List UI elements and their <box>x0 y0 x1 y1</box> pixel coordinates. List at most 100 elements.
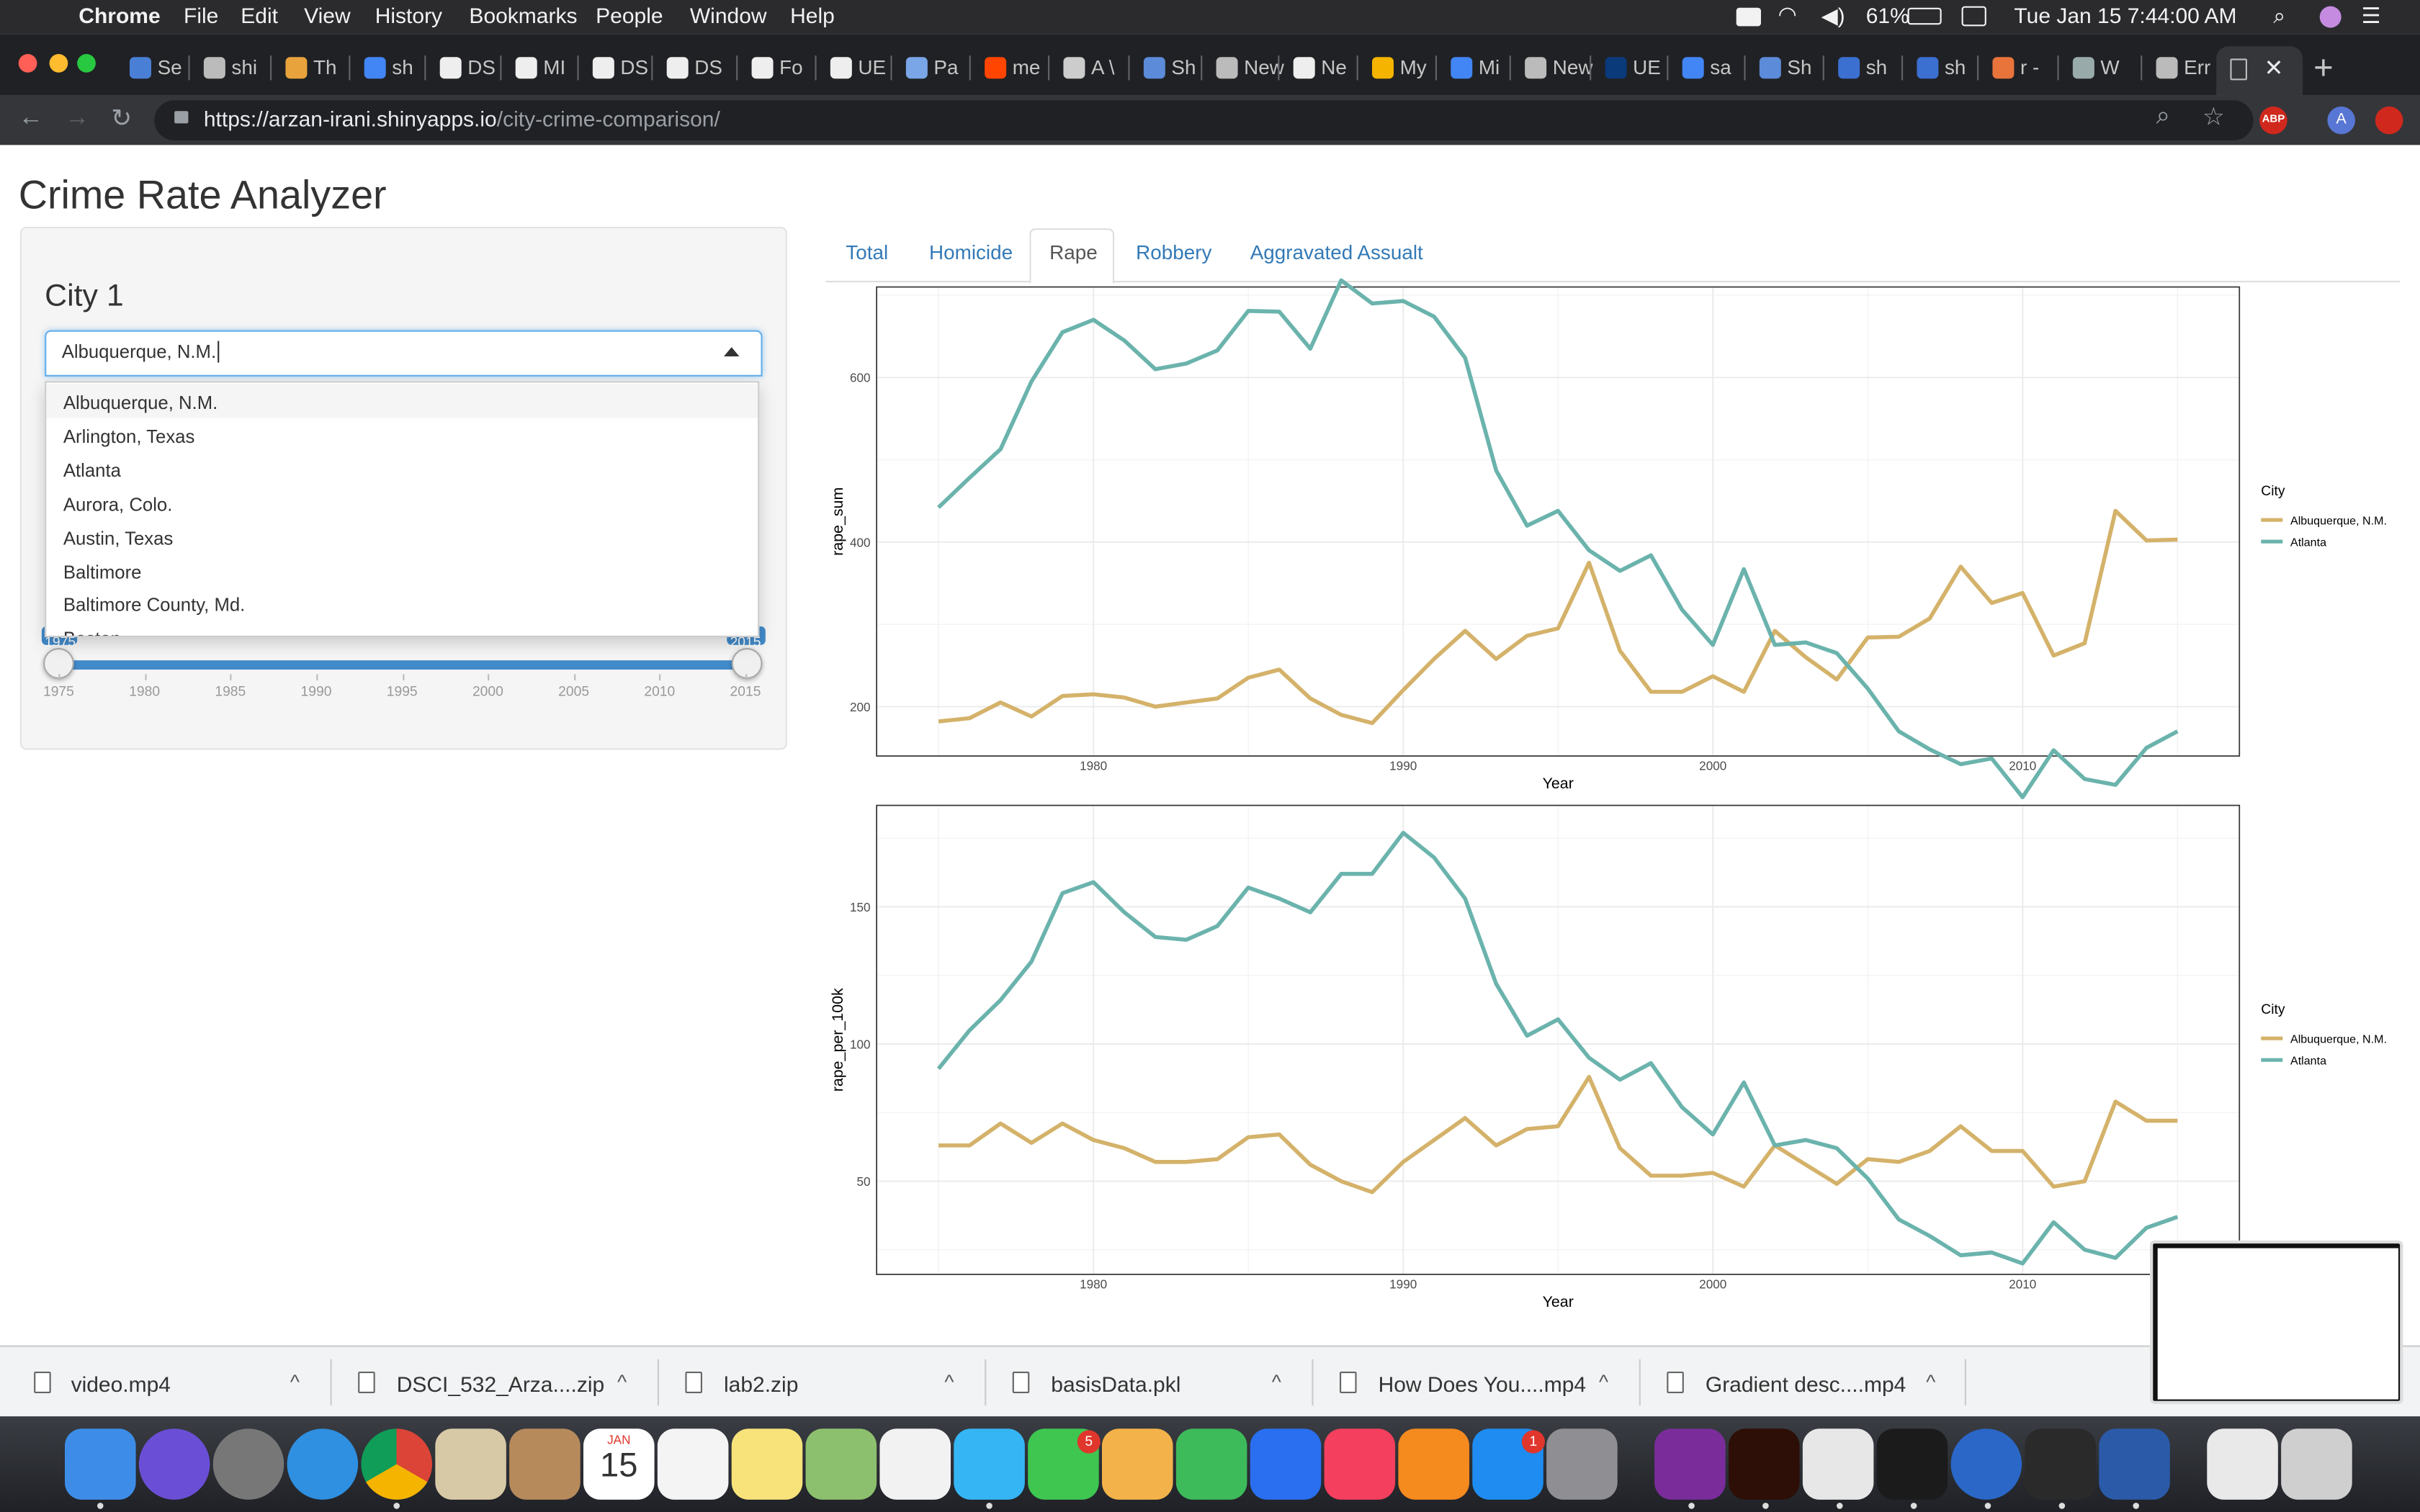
dropdown-option[interactable]: Boston <box>46 620 758 636</box>
new-tab-button[interactable]: + <box>2313 48 2334 86</box>
volume-icon[interactable]: ◀) <box>1821 3 1845 28</box>
books-icon[interactable] <box>1398 1428 1469 1500</box>
trash-icon[interactable] <box>2281 1428 2352 1500</box>
maps-icon[interactable] <box>805 1428 877 1500</box>
menu-app-name[interactable]: Chrome <box>79 3 161 28</box>
dropdown-option[interactable]: Arlington, Texas <box>63 426 195 448</box>
browser-tab[interactable]: My <box>1363 46 1440 89</box>
notes-icon[interactable] <box>731 1428 803 1500</box>
documents-icon[interactable] <box>2207 1428 2278 1500</box>
download-item[interactable]: video.mp4 <box>71 1372 171 1397</box>
battery-icon[interactable] <box>1907 7 1942 25</box>
keyboard-icon[interactable] <box>1961 6 1986 27</box>
city-1-select-value[interactable]: Albuquerque, N.M. <box>62 341 220 363</box>
tab-rape[interactable]: Rape <box>1049 240 1098 264</box>
download-item[interactable]: DSCI_532_Arza....zip <box>396 1372 605 1397</box>
zoom-icon[interactable]: ⌕ <box>2156 103 2170 130</box>
menu-view[interactable]: View <box>304 3 351 28</box>
download-item[interactable]: lab2.zip <box>723 1372 799 1397</box>
chevron-up-icon[interactable]: ^ <box>1599 1369 1609 1393</box>
address-bar[interactable] <box>154 100 2254 140</box>
finder-icon[interactable] <box>65 1428 136 1500</box>
contacts-icon[interactable] <box>509 1428 581 1500</box>
download-item[interactable]: How Does You....mp4 <box>1378 1372 1587 1397</box>
notification-center-icon[interactable]: ☰ <box>2361 3 2381 28</box>
itunes-icon[interactable] <box>1324 1428 1396 1500</box>
menu-bookmarks[interactable]: Bookmarks <box>469 3 578 28</box>
minimize-window-button[interactable] <box>49 54 68 73</box>
browser-tab[interactable]: shi <box>194 46 272 89</box>
chevron-up-icon[interactable] <box>723 347 740 356</box>
browser-tab[interactable]: Ne <box>1284 46 1361 89</box>
browser-tab[interactable]: DS <box>583 46 660 89</box>
chevron-up-icon[interactable]: ^ <box>290 1369 300 1393</box>
browser-tab[interactable]: sh <box>1829 46 1906 89</box>
browser-tab[interactable]: me <box>975 46 1052 89</box>
dropdown-option[interactable]: Albuquerque, N.M. <box>46 384 758 418</box>
wifi-icon[interactable]: ◠ <box>1778 1 1797 27</box>
browser-tab[interactable]: Pa <box>897 46 974 89</box>
browser-tab[interactable]: New Ta <box>1207 46 1284 89</box>
dropdown-option[interactable]: Baltimore County, Md. <box>63 594 246 616</box>
presentation-icon[interactable] <box>1250 1428 1322 1500</box>
menu-edit[interactable]: Edit <box>241 3 278 28</box>
safari-icon[interactable] <box>287 1428 359 1500</box>
chevron-up-icon[interactable]: ^ <box>1271 1369 1281 1393</box>
menu-window[interactable]: Window <box>689 3 767 28</box>
browser-tab[interactable]: Fo <box>743 46 820 89</box>
tab-homicide[interactable]: Homicide <box>929 240 1013 264</box>
menu-help[interactable]: Help <box>790 3 835 28</box>
close-tab-icon[interactable]: ✕ <box>2264 55 2284 82</box>
adblock-icon[interactable]: ABP <box>2259 106 2287 135</box>
mail-icon[interactable] <box>435 1428 506 1500</box>
tab-aggravated-assault[interactable]: Aggravated Assualt <box>1250 240 1423 264</box>
zoom-window-button[interactable] <box>77 54 96 73</box>
dropdown-option[interactable]: Austin, Texas <box>63 527 174 549</box>
messages-icon[interactable] <box>954 1428 1025 1500</box>
chevron-up-icon[interactable]: ^ <box>1926 1369 1936 1393</box>
browser-tab[interactable]: sh <box>355 46 432 89</box>
dropdown-option[interactable]: Baltimore <box>63 562 142 583</box>
year-range-slider[interactable] <box>58 660 748 670</box>
browser-tab[interactable]: sh <box>1908 46 1985 89</box>
browser-tab[interactable]: UE <box>1596 46 1673 89</box>
browser-tab[interactable]: Se <box>120 46 197 89</box>
chevron-up-icon[interactable]: ^ <box>944 1369 954 1393</box>
lock-icon[interactable] <box>174 111 189 124</box>
browser-tab[interactable]: MI <box>506 46 583 89</box>
reload-icon[interactable]: ↻ <box>111 106 133 133</box>
illustrator-icon[interactable] <box>1729 1428 1800 1500</box>
league-icon[interactable] <box>2025 1428 2096 1500</box>
browser-tab[interactable]: Th <box>277 46 354 89</box>
slack-icon[interactable] <box>1802 1428 1874 1500</box>
launchpad-icon[interactable] <box>212 1428 284 1500</box>
tab-total[interactable]: Total <box>846 240 889 264</box>
menu-history[interactable]: History <box>375 3 443 28</box>
photos-icon[interactable] <box>879 1428 951 1500</box>
dropdown-option[interactable]: Atlanta <box>63 459 121 482</box>
screenshot-thumbnail[interactable] <box>2150 1240 2403 1404</box>
slider-high-handle[interactable] <box>731 648 763 679</box>
bookmark-star-icon[interactable]: ☆ <box>2202 104 2225 132</box>
chevron-up-icon[interactable]: ^ <box>617 1369 627 1393</box>
keynote-icon[interactable] <box>1102 1428 1173 1500</box>
browser-tab[interactable]: DS <box>431 46 508 89</box>
download-item[interactable]: basisData.pkl <box>1051 1372 1181 1397</box>
siri-icon[interactable] <box>138 1428 210 1500</box>
browser-tab[interactable]: Err <box>2147 46 2224 89</box>
tab-robbery[interactable]: Robbery <box>1136 240 1212 264</box>
city-1-dropdown[interactable]: Albuquerque, N.M. Arlington, Texas Atlan… <box>45 381 760 637</box>
forward-icon[interactable]: → <box>65 104 90 132</box>
browser-tab[interactable]: A \ <box>1054 46 1131 89</box>
back-icon[interactable]: ← <box>18 104 43 132</box>
extension-icon[interactable] <box>2375 106 2403 135</box>
browser-tab[interactable]: Sh <box>1750 46 1827 89</box>
browser-tab[interactable]: W <box>2063 46 2141 89</box>
close-window-button[interactable] <box>18 54 37 73</box>
terminal-icon[interactable] <box>1876 1428 1948 1500</box>
settings-icon[interactable] <box>1546 1428 1618 1500</box>
docker-icon[interactable] <box>1736 7 1761 27</box>
browser-tab[interactable]: DS <box>658 46 735 89</box>
calendar-icon[interactable] <box>583 1428 655 1500</box>
download-item[interactable]: Gradient desc....mp4 <box>1705 1372 1906 1397</box>
